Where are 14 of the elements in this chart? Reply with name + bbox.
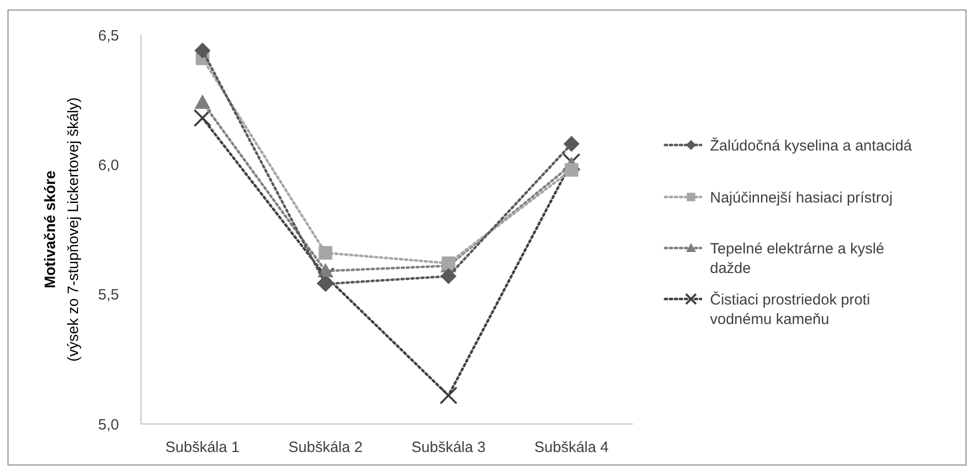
y-tick-label: 6,5 bbox=[98, 27, 119, 44]
y-tick-label: 5,0 bbox=[98, 416, 119, 434]
y-tick-label: 6,0 bbox=[98, 156, 119, 174]
legend-label: Žalúdočná kyselina a antacidá bbox=[710, 136, 912, 154]
x-tick-label: Subškála 2 bbox=[288, 439, 363, 456]
x-tick-label: Subškála 1 bbox=[165, 439, 240, 456]
legend-label: Najúčinnejší hasiaci prístroj bbox=[710, 189, 893, 206]
x-tick-label: Subškála 3 bbox=[411, 439, 486, 456]
y-axis-title: Motivačné skóre bbox=[42, 170, 59, 288]
text: (výsek zo 7-stupňovej Lickertovej škály) bbox=[65, 97, 82, 362]
x-tick-label: Subškála 4 bbox=[534, 439, 609, 456]
legend-label: Tepelné elektrárne a kyslé dažde bbox=[710, 240, 884, 277]
legend-label: Čistiaci prostriedok proti vodnému kameňu bbox=[710, 290, 870, 328]
y-tick-label: 5,5 bbox=[98, 286, 119, 304]
